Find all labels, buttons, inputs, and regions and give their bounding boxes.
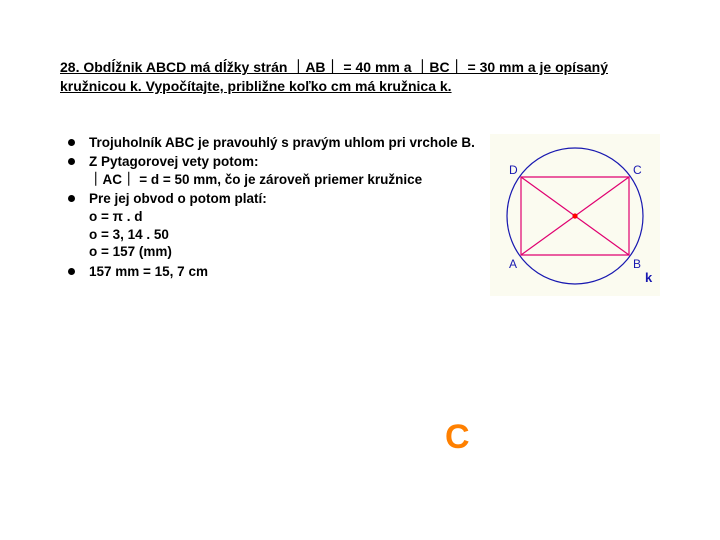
label-d: D [509, 163, 518, 177]
list-item: Pre jej obvod o potom platí: o = π . d o… [60, 190, 482, 260]
center-dot [572, 213, 577, 218]
list-item: 157 mm = 15, 7 cm [60, 263, 482, 281]
bullet-text: 157 mm = 15, 7 cm [89, 263, 208, 281]
bullet-list: Trojuholník ABC je pravouhlý s pravým uh… [60, 134, 482, 282]
list-item: Z Pytagorovej vety potom: ｜AC｜ = d = 50 … [60, 153, 482, 188]
problem-statement: 28. Obdĺžnik ABCD má dĺžky strán ｜AB｜ = … [60, 58, 660, 96]
bullet-text: Z Pytagorovej vety potom: ｜AC｜ = d = 50 … [89, 153, 422, 188]
answer-letter: C [445, 418, 470, 457]
label-a: A [509, 257, 517, 271]
label-c: C [633, 163, 642, 177]
label-b: B [633, 257, 641, 271]
bullet-dot-icon [68, 195, 75, 202]
label-k: k [645, 270, 653, 285]
diagram-svg: A B C D k [490, 134, 660, 296]
geometry-diagram: A B C D k [490, 134, 660, 296]
bullet-dot-icon [68, 158, 75, 165]
bullet-text: Trojuholník ABC je pravouhlý s pravým uh… [89, 134, 475, 152]
body-wrap: Trojuholník ABC je pravouhlý s pravým uh… [60, 134, 660, 296]
bullet-dot-icon [68, 139, 75, 146]
bullet-dot-icon [68, 268, 75, 275]
bullet-text: Pre jej obvod o potom platí: o = π . d o… [89, 190, 267, 260]
list-item: Trojuholník ABC je pravouhlý s pravým uh… [60, 134, 482, 152]
